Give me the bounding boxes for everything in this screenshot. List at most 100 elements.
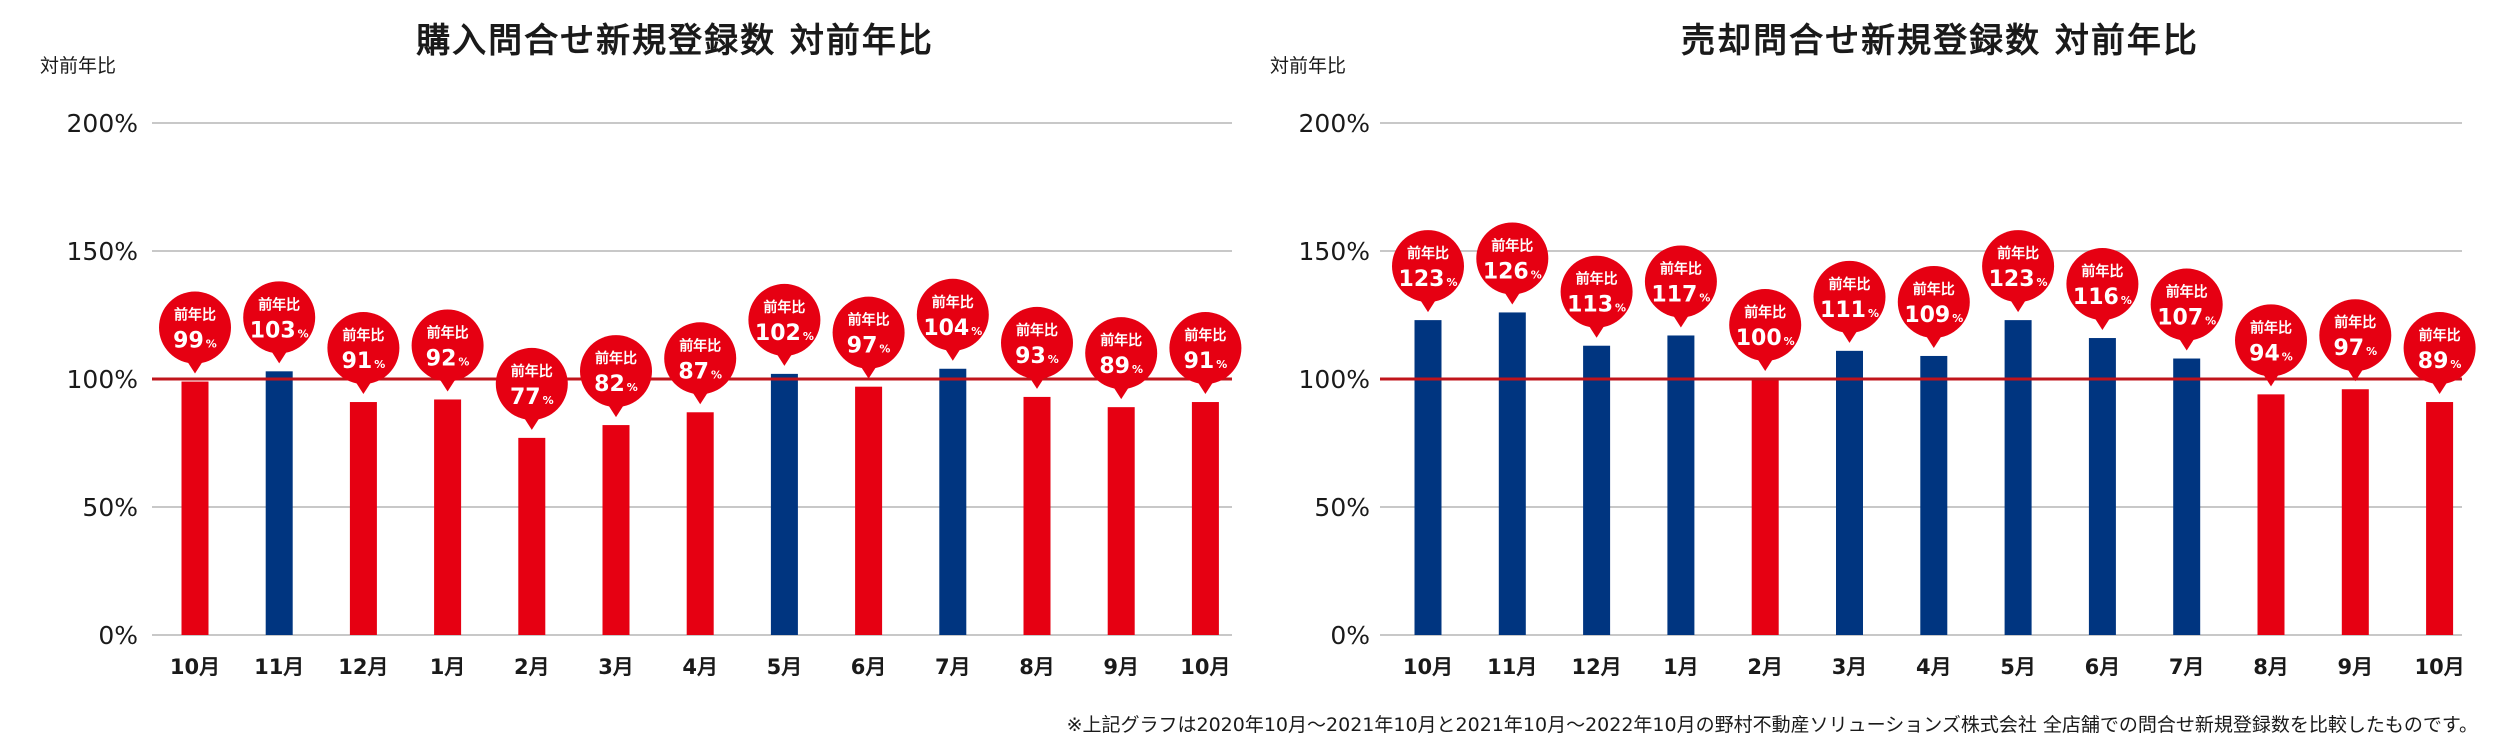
bar: [1583, 345, 1611, 635]
x-category-label: 4月: [1916, 655, 1952, 679]
bubble-circle: [1813, 260, 1886, 333]
y-tick-label: 50%: [82, 493, 138, 522]
bubble-value-label: 107%: [2157, 306, 2216, 331]
bubble-unit: %: [374, 358, 385, 371]
bubble-unit: %: [2037, 276, 2048, 289]
bubble-unit: %: [2121, 294, 2132, 307]
bar: [686, 412, 714, 635]
bubble-value: 99: [173, 329, 204, 354]
bar: [1836, 350, 1863, 635]
bubble-value-label: 116%: [2073, 285, 2132, 310]
bubble-prefix: 前年比: [2250, 319, 2292, 336]
x-category-label: 6月: [851, 655, 887, 679]
bubble-value: 82: [594, 372, 625, 397]
y-axis-unit-label: 対前年比: [1270, 55, 1346, 77]
value-bubble: 前年比 123%: [1392, 230, 1464, 313]
bubble-value: 126: [1483, 259, 1529, 284]
bubble-unit: %: [1446, 276, 1457, 289]
bubble-circle: [411, 309, 484, 382]
bubble-circle: [1085, 317, 1158, 390]
bubble-unit: %: [879, 343, 890, 356]
bar: [2257, 394, 2285, 635]
bubble-value-label: 99%: [173, 329, 217, 354]
bar: [1920, 355, 1948, 635]
bubble-circle: [580, 335, 652, 408]
bubble-unit: %: [543, 394, 554, 407]
bubble-value: 107: [2157, 306, 2203, 331]
bar: [1751, 379, 1779, 635]
value-bubble: 前年比 113%: [1560, 255, 1633, 338]
x-category-label: 10月: [1180, 655, 1230, 679]
x-category-label: 1月: [430, 655, 466, 679]
bubble-value: 100: [1736, 326, 1782, 351]
bubble-unit: %: [1615, 302, 1626, 315]
bubble-value: 109: [1904, 303, 1950, 328]
chart-title: 売却問合せ新規登録数 対前年比: [1681, 21, 2199, 61]
bubble-unit: %: [1784, 335, 1795, 348]
bubble-value: 92: [426, 346, 457, 371]
value-bubble: 前年比 100%: [1729, 289, 1802, 371]
bubble-value: 89: [1099, 354, 1130, 379]
bubble-circle: [664, 322, 737, 395]
bubble-circle: [832, 296, 905, 369]
bubble-unit: %: [1132, 363, 1143, 376]
bubble-value: 91: [342, 349, 373, 374]
value-bubble: 前年比 126%: [1476, 222, 1549, 305]
chart-title: 購入問合せ新規登録数 対前年比: [416, 21, 934, 61]
bubble-unit: %: [2450, 358, 2461, 371]
value-bubble: 前年比 109%: [1897, 265, 1970, 348]
bar: [1498, 312, 1526, 635]
bubble-circle: [1476, 222, 1549, 295]
x-category-label: 10月: [1403, 655, 1453, 679]
bubble-unit: %: [458, 355, 469, 368]
bubble-value: 123: [1399, 267, 1445, 292]
bubble-value-label: 100%: [1736, 326, 1795, 351]
bubble-value-label: 91%: [1184, 349, 1228, 374]
bar: [349, 402, 377, 635]
bar: [181, 381, 209, 635]
bubble-circle: [1169, 312, 1242, 385]
x-category-label: 2月: [1747, 655, 1783, 679]
bar: [770, 373, 798, 635]
y-tick-label: 100%: [1299, 365, 1370, 394]
bubble-value-label: 89%: [2418, 349, 2462, 374]
bubble-value-label: 97%: [2333, 336, 2377, 361]
value-bubble: 前年比 91%: [327, 312, 400, 395]
bubble-circle: [1982, 230, 2055, 303]
bubble-value-label: 117%: [1651, 282, 1710, 307]
x-category-label: 1月: [1663, 655, 1699, 679]
bubble-prefix: 前年比: [427, 324, 469, 341]
value-bubble: 前年比 93%: [1001, 306, 1073, 389]
bar: [1414, 320, 1442, 635]
x-category-label: 12月: [338, 655, 388, 679]
bubble-value: 89: [2418, 349, 2449, 374]
value-bubble: 前年比 92%: [411, 309, 484, 392]
x-category-label: 8月: [2253, 655, 2289, 679]
bubble-prefix: 前年比: [1184, 327, 1226, 344]
bar: [2173, 358, 2201, 635]
bar: [1191, 402, 1219, 635]
bubble-value-label: 103%: [250, 318, 309, 343]
bubble-circle: [1560, 255, 1633, 328]
bubble-circle: [2319, 299, 2392, 372]
bubble-value-label: 111%: [1820, 298, 1879, 323]
x-category-label: 11月: [254, 655, 304, 679]
bubble-unit: %: [1531, 268, 1542, 281]
bar: [939, 368, 967, 635]
y-tick-label: 0%: [98, 621, 138, 650]
bar: [1023, 396, 1051, 635]
bubble-unit: %: [1699, 291, 1710, 304]
value-bubble: 前年比 94%: [2235, 304, 2307, 387]
bubble-unit: %: [711, 368, 722, 381]
bubble-unit: %: [627, 381, 638, 394]
bar: [602, 425, 630, 635]
value-bubble: 前年比 102%: [748, 283, 821, 366]
x-category-label: 9月: [2337, 655, 2373, 679]
bubble-value-label: 87%: [678, 359, 722, 384]
bar: [518, 437, 546, 635]
bubble-value: 104: [923, 316, 969, 341]
bubble-prefix: 前年比: [511, 363, 553, 380]
bubble-value: 102: [755, 321, 801, 346]
